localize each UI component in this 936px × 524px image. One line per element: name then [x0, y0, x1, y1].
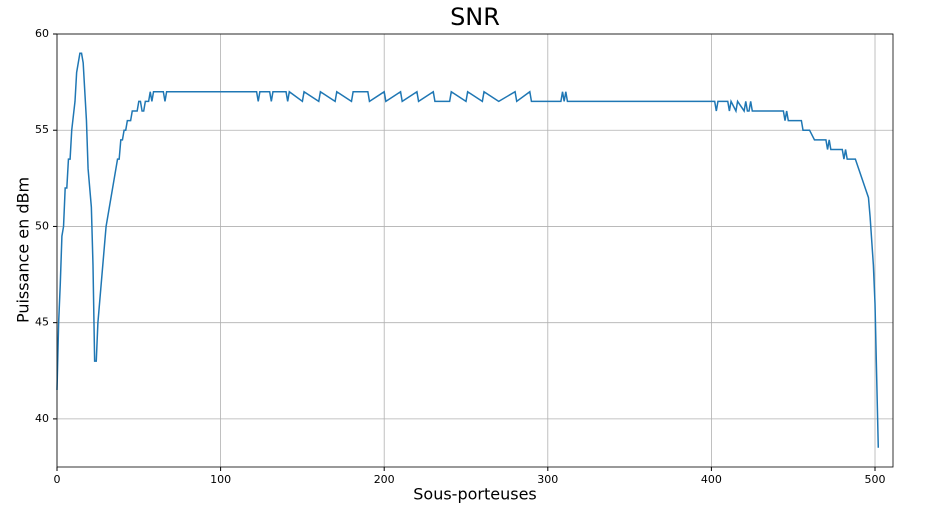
x-tick-label: 200	[374, 473, 395, 486]
y-axis-label: Puissance en dBm	[14, 177, 33, 323]
y-tick-label: 50	[35, 219, 49, 232]
y-tick-label: 55	[35, 123, 49, 136]
y-tick-label: 40	[35, 412, 49, 425]
x-tick-label: 300	[537, 473, 558, 486]
plot-frame	[56, 33, 894, 468]
x-tick-label: 100	[210, 473, 231, 486]
y-tick-label: 60	[35, 27, 49, 40]
x-tick-label: 400	[701, 473, 722, 486]
data-line	[56, 52, 880, 448]
x-tick-label: 0	[54, 473, 61, 486]
x-axis-label: Sous-porteuses	[413, 485, 537, 504]
chart-title: SNR	[450, 3, 500, 31]
x-tick-label: 500	[865, 473, 886, 486]
y-tick-label: 45	[35, 316, 49, 329]
